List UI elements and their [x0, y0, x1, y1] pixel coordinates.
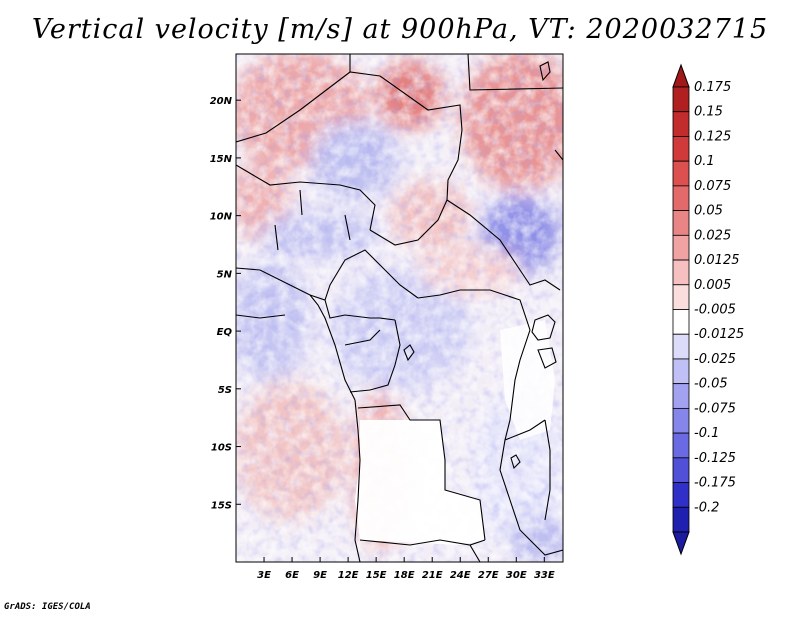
- colorbar-swatch: [672, 259, 690, 286]
- lat-tick-label: 10N: [210, 212, 233, 223]
- colorbar-label: 0.0125: [694, 253, 740, 268]
- lat-tick-label: 5N: [217, 269, 233, 280]
- colorbar-swatch: [672, 136, 690, 162]
- colorbar: 0.175 0.15 0.125 0.1 0.075 0.05 0.025 0.0125 0.0…: [672, 63, 744, 556]
- colorbar-swatch: [672, 210, 690, 236]
- colorbar-label: -0.025: [694, 352, 736, 367]
- colorbar-label: 0.15: [694, 105, 723, 120]
- colorbar-label: 0.075: [694, 179, 731, 194]
- lon-tick-label: 15E: [366, 570, 387, 581]
- lat-tick-label: 15S: [211, 500, 232, 511]
- lat-tick-label: 15N: [210, 154, 233, 165]
- country-borders: [236, 54, 563, 562]
- grads-credit: GrADS: IGES/COLA: [4, 602, 91, 612]
- colorbar-label: -0.2: [694, 500, 719, 515]
- colorbar-swatch: [672, 358, 690, 385]
- lon-tick-label: 12E: [338, 570, 359, 581]
- map-frame: [235, 53, 564, 563]
- colorbar-swatch: [672, 86, 690, 113]
- lon-tick-label: 24E: [450, 570, 471, 581]
- lat-tick-label: 10S: [211, 443, 232, 454]
- colorbar-swatch: [672, 111, 690, 137]
- colorbar-swatch: [672, 333, 690, 360]
- colorbar-swatch: [672, 284, 690, 310]
- lon-tick-label: 6E: [285, 570, 299, 581]
- colorbar-label: 0.005: [694, 278, 731, 293]
- colorbar-swatch: [672, 234, 690, 261]
- colorbar-label: 0.175: [694, 80, 731, 95]
- lon-tick-label: 18E: [394, 570, 415, 581]
- lat-tick-label: 20N: [210, 96, 233, 107]
- colorbar-label: -0.1: [694, 426, 719, 441]
- colorbar-swatch: [672, 506, 690, 533]
- lon-tick-label: 33E: [534, 570, 555, 581]
- latitude-axis: 20N 15N 10N 5N EQ 5S 10S 15S: [210, 96, 241, 511]
- plot-title: Vertical velocity [m/s] at 900hPa, VT: 2…: [31, 14, 769, 45]
- colorbar-label: 0.05: [694, 204, 723, 219]
- colorbar-swatch: [672, 457, 690, 483]
- colorbar-label: 0.125: [694, 129, 731, 144]
- colorbar-label: 0.025: [694, 228, 731, 243]
- colorbar-swatch: [672, 482, 690, 508]
- lat-tick-label: 5S: [218, 385, 232, 396]
- colorbar-label: -0.05: [694, 377, 728, 392]
- colorbar-label: -0.075: [694, 401, 736, 416]
- velocity-field: [236, 54, 563, 562]
- colorbar-label: -0.125: [694, 451, 736, 466]
- lon-tick-label: 3E: [257, 570, 271, 581]
- lat-tick-label: EQ: [217, 327, 233, 338]
- longitude-axis: 3E 6E 9E 12E 15E 18E 21E 24E 27E 30E 33E: [257, 557, 555, 581]
- colorbar-swatch: [672, 309, 690, 335]
- colorbar-swatch: [672, 432, 690, 459]
- colorbar-swatch: [672, 407, 690, 434]
- colorbar-label: -0.005: [694, 303, 736, 318]
- lon-tick-label: 30E: [506, 570, 527, 581]
- colorbar-top-arrow: [672, 63, 690, 88]
- colorbar-label: -0.0125: [694, 327, 744, 342]
- colorbar-swatch: [672, 383, 690, 409]
- colorbar-bottom-arrow: [672, 531, 690, 556]
- colorbar-swatch: [672, 185, 690, 212]
- lon-tick-label: 27E: [478, 570, 499, 581]
- colorbar-swatch: [672, 160, 690, 187]
- colorbar-label: -0.175: [694, 476, 736, 491]
- colorbar-label: 0.1: [694, 154, 715, 169]
- lon-tick-label: 9E: [313, 570, 327, 581]
- lon-tick-label: 21E: [422, 570, 443, 581]
